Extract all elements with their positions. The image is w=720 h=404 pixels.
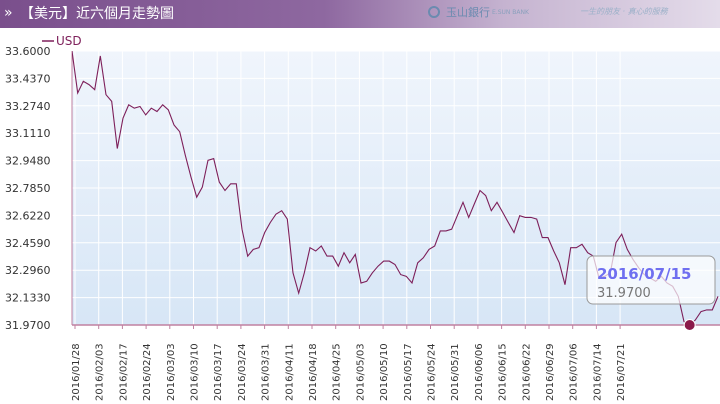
y-tick-label: 32.6220 [5,209,51,222]
x-tick-label: 2016/06/22 [521,343,532,401]
x-tick-label: 2016/02/24 [142,343,153,401]
esun-logo-icon [428,6,440,18]
y-tick-label: 33.2740 [5,100,51,113]
x-tick-label: 2016/01/28 [71,343,82,401]
x-tick-label: 2016/06/15 [498,343,509,401]
x-tick-label: 2016/02/03 [95,343,106,401]
x-tick-label: 2016/05/31 [450,343,461,401]
y-axis-ticks: 33.6000 33.4370 33.2740 33.1110 32.9480 32.78… [5,45,51,332]
x-tick-label: 2016/06/29 [545,343,556,401]
y-tick-label: 32.2960 [5,264,51,277]
tooltip-box [586,255,716,305]
x-tick-label: 2016/07/21 [616,343,627,401]
x-tick-label: 2016/06/06 [474,343,485,401]
x-axis-ticks: 2016/01/28 2016/02/03 2016/02/17 2016/02/24… [71,325,627,401]
brand-name: 玉山銀行 [446,6,490,19]
y-tick-label: 32.9480 [5,155,51,168]
x-tick-label: 2016/05/24 [427,343,438,401]
tooltip: 2016/07/15 31.9700 [586,255,716,305]
tooltip-value: 31.9700 [597,286,651,301]
legend: USD [42,34,82,48]
x-tick-label: 2016/04/11 [284,343,295,401]
brand-slogan: 一生的朋友 · 真心的服務 [580,7,668,16]
y-tick-label: 32.4590 [5,237,51,250]
brand-name-en: E.SUN BANK [492,9,529,16]
highlighted-point[interactable] [683,319,696,331]
legend-label-usd: USD [56,34,82,48]
y-tick-label: 32.7850 [5,182,51,195]
y-tick-label: 32.1330 [5,292,51,305]
y-tick-label: 33.4370 [5,72,51,85]
x-tick-label: 2016/05/03 [355,343,366,401]
x-tick-label: 2016/04/18 [308,343,319,401]
x-tick-label: 2016/07/14 [592,343,603,401]
x-tick-label: 2016/04/25 [332,343,343,401]
tooltip-date: 2016/07/15 [597,265,691,283]
x-tick-label: 2016/03/24 [237,343,248,401]
x-tick-label: 2016/03/17 [213,343,224,401]
x-tick-label: 2016/05/10 [379,343,390,401]
y-tick-label: 33.1110 [5,127,51,140]
x-tick-label: 2016/07/06 [569,343,580,401]
x-tick-label: 2016/03/03 [166,343,177,401]
double-chevron-right-icon: » [4,5,13,21]
x-tick-label: 2016/02/17 [118,343,129,401]
usd-line-chart[interactable]: 33.6000 33.4370 33.2740 33.1110 32.9480 32.78… [0,28,720,404]
x-tick-label: 2016/03/10 [190,343,201,401]
y-tick-label: 31.9700 [5,319,51,332]
y-tick-label: 33.6000 [5,45,51,58]
x-tick-label: 2016/05/17 [403,343,414,401]
chart-header: » 【美元】近六個月走勢圖 玉山銀行 E.SUN BANK 一生的朋友 · 真心… [0,0,720,28]
x-tick-label: 2016/03/31 [261,343,272,401]
chart-title: 【美元】近六個月走勢圖 [20,6,174,22]
